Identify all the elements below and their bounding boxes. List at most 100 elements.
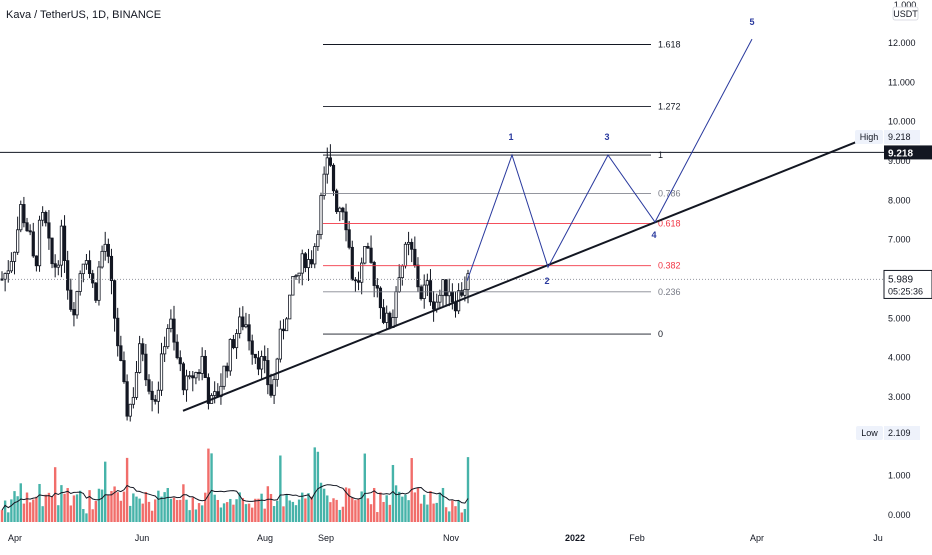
volume-bar [257, 498, 260, 522]
volume-bar [460, 512, 463, 522]
candle-body [34, 255, 39, 267]
fib-level-label: 1.272 [658, 101, 681, 111]
volume-bar [279, 455, 282, 522]
candle-body [56, 264, 60, 268]
volume-bar [200, 505, 204, 522]
volume-bar [47, 492, 51, 522]
volume-bar [182, 484, 185, 522]
volume-bar [35, 496, 38, 522]
low-label-bg [856, 426, 883, 440]
elliott-wave-path[interactable] [466, 38, 753, 282]
candle-body [112, 280, 117, 319]
candle-body [269, 384, 273, 396]
volume-bar [351, 497, 354, 522]
volume-bar [19, 483, 22, 522]
volume-bar [316, 451, 320, 522]
volume-bar [97, 488, 101, 522]
volume-bar [232, 504, 235, 522]
candle-body [428, 280, 433, 303]
volume-bar [466, 457, 470, 522]
candle-body [106, 243, 110, 257]
candle-body [231, 339, 236, 349]
volume-bar [260, 493, 263, 522]
candle-body [263, 356, 267, 361]
candle-body [325, 157, 329, 175]
fib-level-label: 0.618 [658, 218, 681, 228]
volume-bar [463, 508, 467, 522]
last-price-value: 5.989 [888, 274, 913, 285]
volume-bar [69, 505, 73, 522]
candle-body [150, 390, 154, 401]
candle-body [350, 246, 354, 281]
candle-body [141, 343, 145, 355]
volume-bar [294, 505, 298, 522]
candle-body [403, 243, 408, 267]
volume-bar [129, 505, 132, 522]
candle-body [153, 399, 157, 402]
time-tick-label: Feb [629, 533, 645, 543]
volume-bar [157, 490, 160, 522]
candle-body [253, 353, 257, 359]
candle-body [72, 309, 76, 316]
volume-ma-line [1, 484, 469, 511]
volume-bar [113, 486, 116, 522]
candle-body [319, 195, 323, 235]
candle-body [184, 375, 189, 391]
volume-bar [191, 497, 194, 522]
volume-bar [416, 487, 420, 522]
time-tick-label: Ju [873, 533, 883, 543]
fib-level-label: 0.786 [658, 188, 681, 198]
volume-bar [57, 505, 60, 522]
symbol-title[interactable]: Kava / TetherUS, 1D, BINANCE [6, 9, 162, 21]
candle-body [291, 276, 295, 296]
candle-body [228, 339, 232, 372]
candle-body [410, 241, 414, 250]
candle-body [213, 391, 217, 396]
high-label-bg [855, 130, 883, 144]
candle-body [175, 341, 179, 359]
candle-body [381, 307, 386, 323]
price-tick-label: 1.000 [888, 471, 911, 481]
candle-body [328, 157, 332, 166]
volume-bar [25, 492, 29, 522]
wave-label-3: 3 [604, 132, 609, 142]
candle-body [247, 324, 251, 342]
candle-body [225, 365, 229, 372]
volume-bar [272, 506, 276, 522]
price-tick-label: 3.000 [888, 392, 911, 402]
volume-bar [138, 498, 141, 522]
price-tick-label: 7.000 [888, 235, 911, 245]
volume-bar [188, 510, 191, 522]
ascending-trendline[interactable] [182, 140, 859, 412]
volume-bar [247, 503, 251, 522]
candle-body [78, 273, 82, 292]
volume-bar [197, 503, 201, 522]
volume-bar [132, 493, 135, 522]
candle-body [347, 229, 351, 248]
price-tick-label: 12.000 [888, 38, 916, 48]
wave-label-1: 1 [508, 132, 513, 142]
volume-bar [163, 492, 166, 522]
volume-bar [38, 483, 41, 522]
candle-body [356, 280, 361, 283]
wave-label-5: 5 [749, 17, 754, 27]
volume-bar [116, 492, 119, 522]
volume-bar [310, 496, 313, 522]
volume-bar [125, 457, 129, 522]
candle-body [285, 318, 289, 332]
volume-bar [285, 494, 288, 522]
price-tick-label: 8.000 [888, 195, 911, 205]
candle-body [50, 237, 54, 265]
volume-bar [63, 493, 66, 522]
volume-bar [100, 489, 104, 522]
candle-body [238, 316, 242, 334]
candle-body [385, 312, 389, 323]
candle-body [425, 280, 429, 286]
candle-body [91, 273, 95, 284]
candle-body [259, 356, 264, 370]
volume-bar [147, 501, 151, 522]
candle-body [266, 360, 270, 386]
unit-box[interactable] [892, 6, 919, 21]
volume-bar [53, 467, 57, 522]
candle-body [169, 318, 173, 329]
